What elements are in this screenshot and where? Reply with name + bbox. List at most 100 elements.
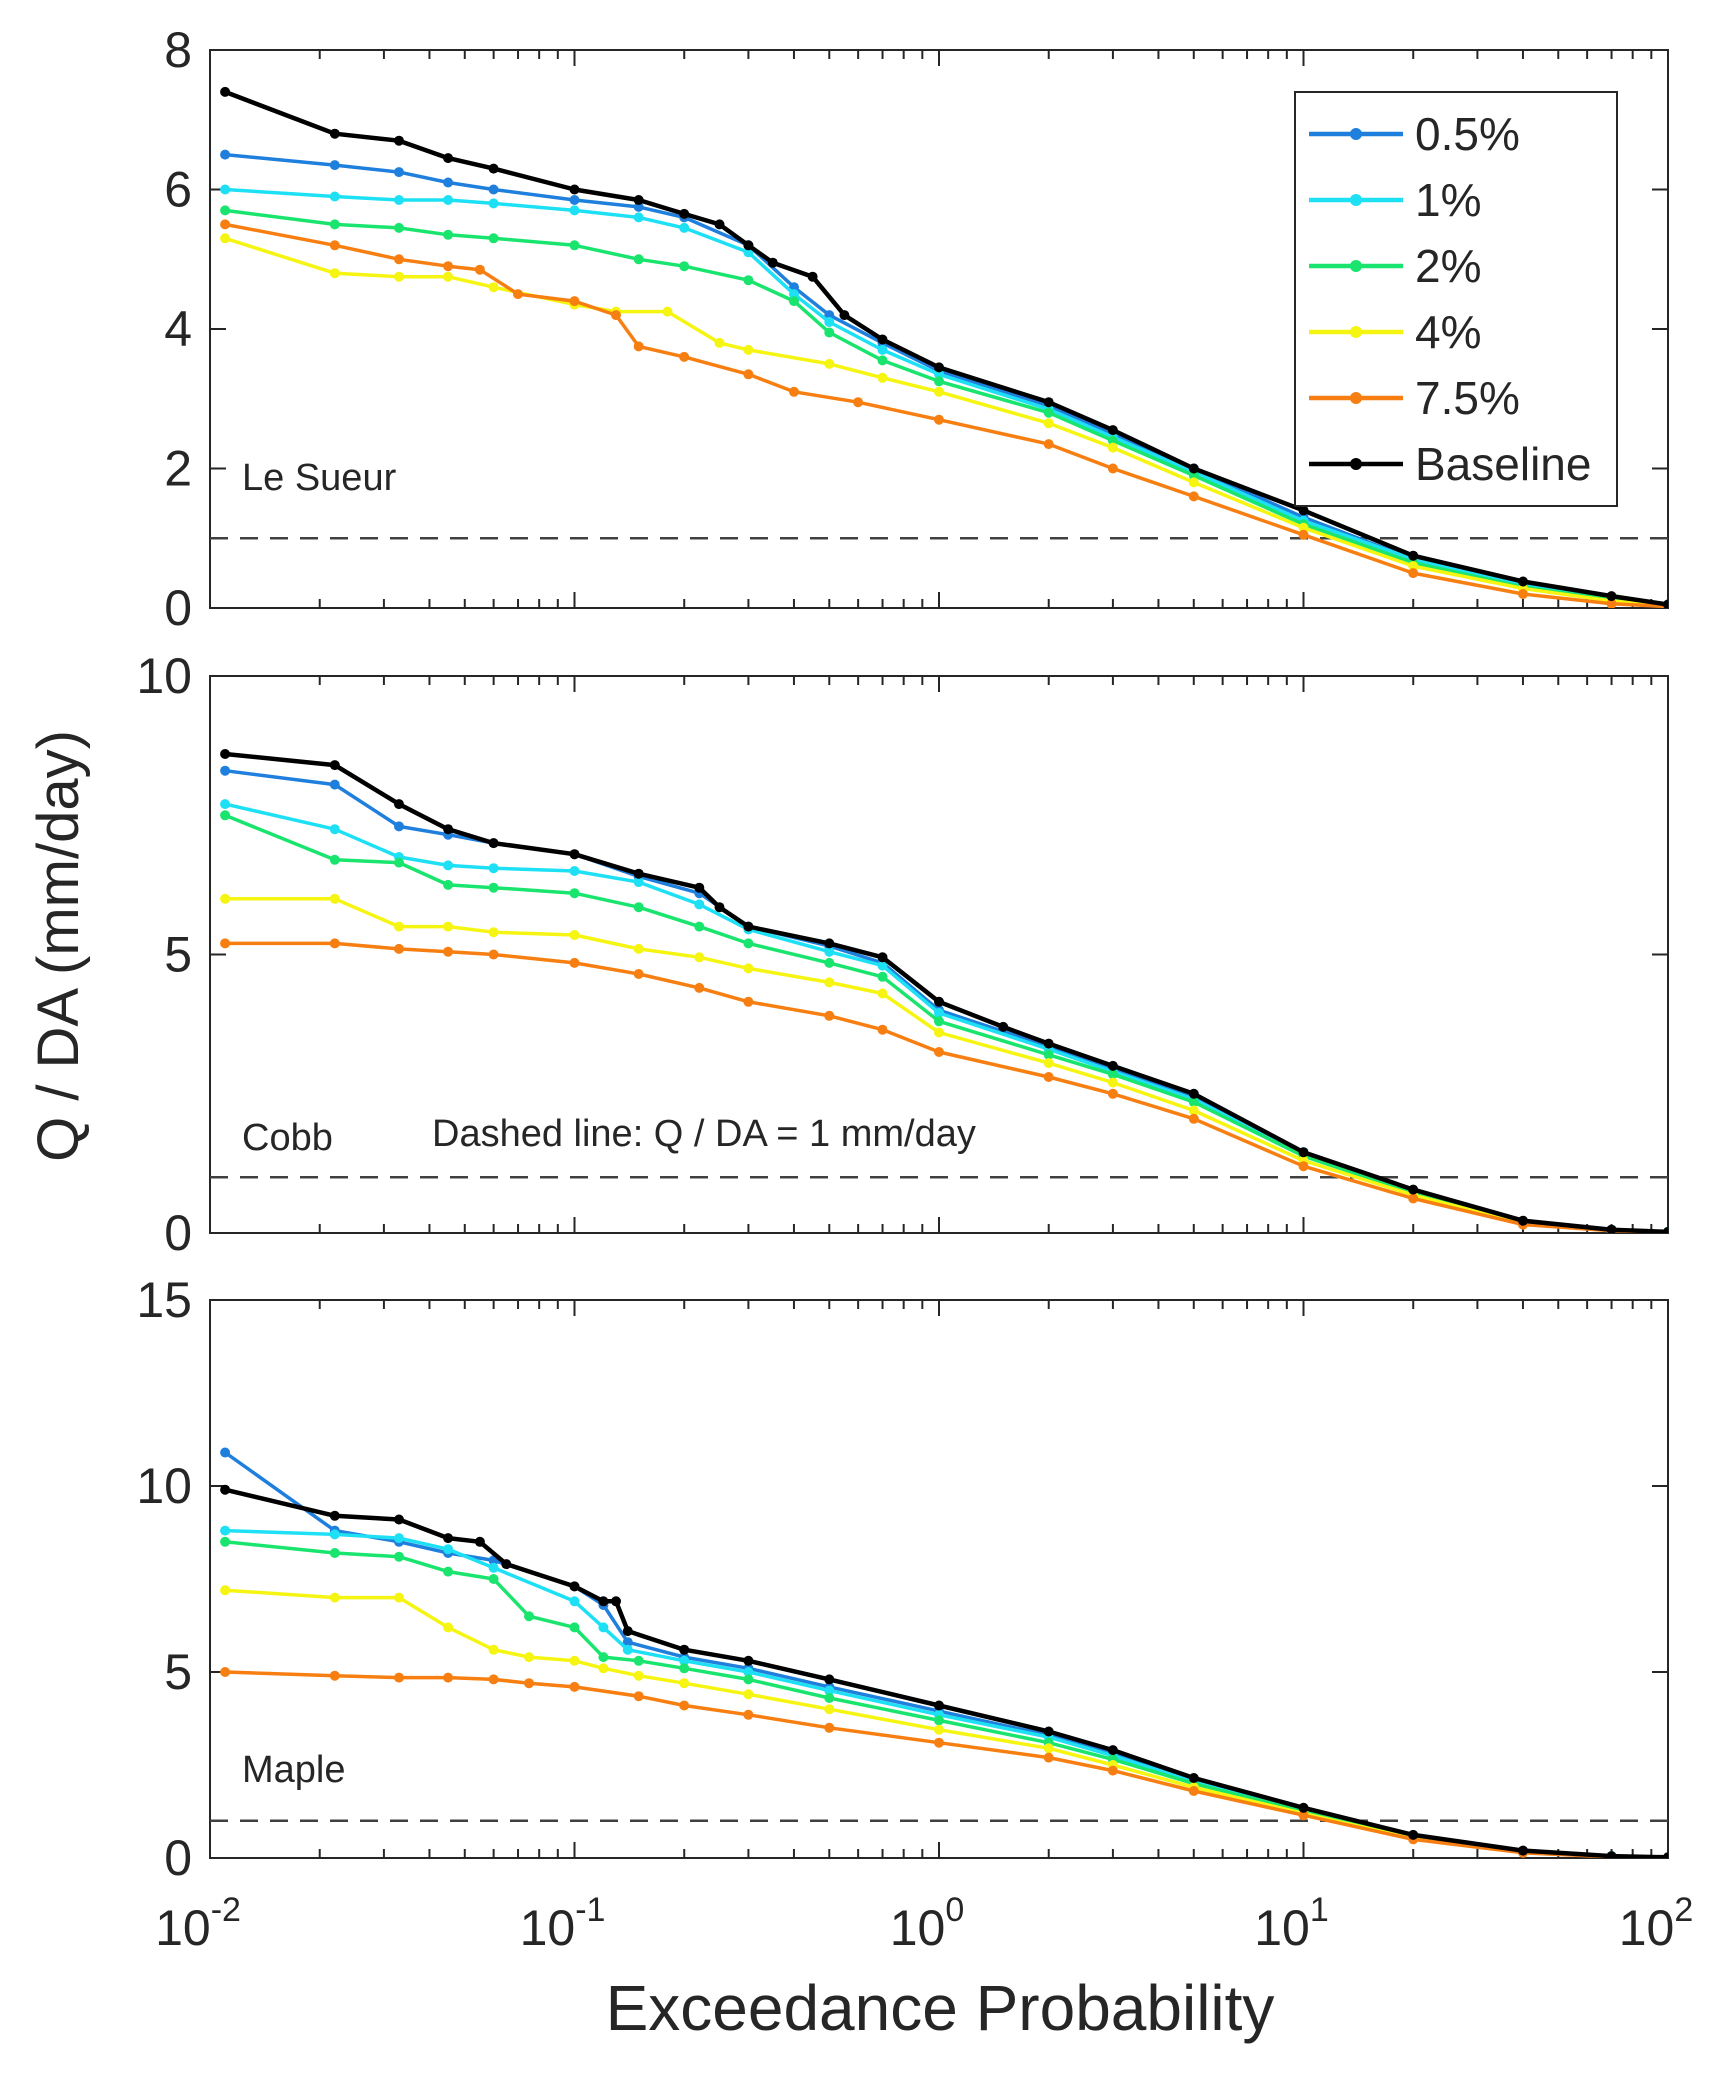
data-point [569,195,580,205]
data-point [789,386,799,397]
data-point [1188,1113,1199,1124]
data-point [1298,522,1309,533]
data-point [1408,1829,1419,1840]
data-point [1518,1845,1528,1856]
data-point [488,927,499,938]
data-point [934,414,944,425]
data-point [569,1581,580,1592]
data-point [694,899,705,910]
data-point [633,212,644,223]
data-point [1107,463,1118,474]
data-point [569,866,580,876]
data-point [1188,1097,1199,1108]
data-point [329,1510,340,1521]
data-point [679,1644,690,1655]
data-point [743,240,754,251]
legend: 0.5% 1% 2% 4% 7.5% Baseline [1294,91,1618,507]
series-line-Baseline [224,1487,1668,1858]
data-point [220,149,231,160]
data-point [1408,568,1419,579]
series-line-4% [225,897,1668,1233]
y-tick-label: 8 [164,22,192,78]
data-point [488,949,499,960]
legend-label: Baseline [1415,438,1591,490]
x-axis-title: Exceedance Probability [606,1972,1275,2044]
data-point [220,1536,231,1547]
data-point [394,921,404,932]
data-point [1043,1058,1054,1069]
data-point [743,369,754,380]
data-point [598,1596,609,1607]
data-point [394,1551,404,1562]
data-point [329,779,340,790]
data-point [488,1574,499,1584]
data-point [998,1021,1009,1032]
data-point [824,957,835,968]
data-point [934,996,944,1007]
data-point [934,1008,944,1018]
data-point [394,857,404,868]
data-point [443,177,454,188]
data-point [934,1715,944,1726]
data-point [329,1548,340,1558]
data-point [220,893,231,904]
y-tick-label: 10 [136,648,192,704]
data-point [394,1672,404,1683]
data-point [220,233,231,244]
data-point [743,938,754,949]
data-point [488,1674,499,1685]
data-point [443,946,454,957]
data-point [443,824,454,835]
data-point [1043,1726,1054,1737]
data-point [611,310,621,321]
data-point [824,1674,835,1685]
data-point [220,749,231,759]
data-point [569,205,580,216]
data-point [1043,1752,1054,1763]
y-tick-label: 15 [136,1272,192,1328]
x-tick-labels: 10-2 10-1 100 101 102 [155,1891,1693,1956]
data-point [1043,439,1054,450]
data-point [220,205,231,216]
panel-label: Maple [242,1749,346,1791]
data-point [569,1655,580,1666]
data-point [443,1544,454,1555]
x-tick-label: 10-2 [155,1891,241,1956]
data-point [789,289,799,300]
data-point [220,219,231,230]
y-tick-label: 0 [164,1205,192,1261]
data-point [1107,1060,1118,1071]
legend-swatch-marker [1350,458,1362,470]
data-point [394,1592,404,1603]
data-point [394,1514,404,1525]
legend-label: 4% [1415,306,1481,358]
data-point [877,988,888,999]
legend-swatch-marker [1350,128,1362,140]
y-tick-label: 5 [164,1644,192,1700]
legend-label: 2% [1415,240,1481,292]
series-line-7.5% [225,941,1668,1233]
data-point [569,930,580,940]
legend-swatch-marker [1350,260,1362,272]
legend-box [1294,91,1618,507]
data-point [877,971,888,982]
panel-label: Cobb [242,1117,333,1159]
data-point [824,1685,835,1696]
data-point [569,957,580,968]
data-point [633,902,644,913]
data-point [1518,589,1528,599]
data-point [1188,1105,1199,1116]
y-tick-label: 0 [164,580,192,636]
data-point [1043,1743,1054,1754]
data-point [220,86,231,97]
data-point [824,317,835,327]
data-point [443,195,454,205]
data-point [329,128,340,139]
data-point [662,306,673,317]
data-point [1043,397,1054,408]
data-point [488,863,499,874]
data-point [501,1559,512,1570]
data-point [714,902,725,913]
data-point [633,1670,644,1681]
